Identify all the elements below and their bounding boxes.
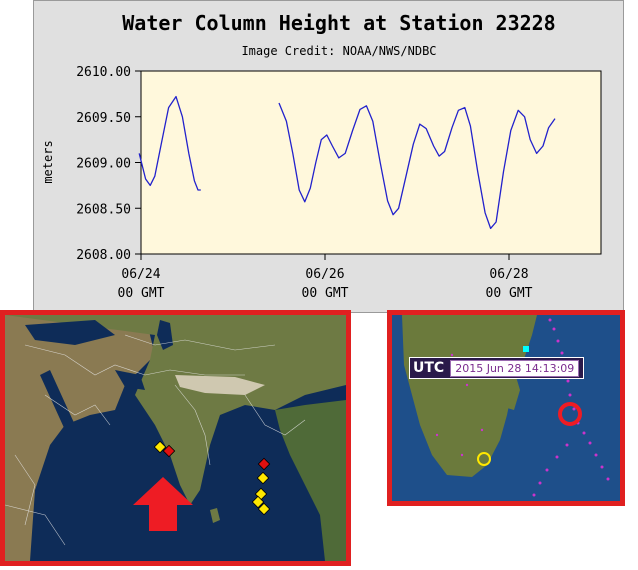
y-tick-label: 2610.00 — [76, 65, 131, 80]
y-tick-label: 2608.00 — [76, 248, 131, 263]
y-axis-label: meters — [41, 140, 55, 183]
y-tick-label: 2609.00 — [76, 157, 131, 172]
x-tick-label: 06/26 — [305, 267, 344, 282]
chart-panel: Water Column Height at Station 23228 Ima… — [33, 0, 624, 313]
marker-yellow-5 — [257, 502, 271, 516]
station-circle-red — [558, 402, 582, 426]
land-asia-north — [5, 315, 346, 505]
y-tick-label: 2608.50 — [76, 202, 131, 217]
marker-red-1 — [162, 444, 176, 458]
plot-area — [140, 70, 602, 255]
y-tick-label: 2609.50 — [76, 111, 131, 126]
marker-yellow-4 — [251, 495, 265, 509]
tsunami-track — [435, 318, 610, 497]
indian-ocean-map — [0, 310, 351, 566]
x-tick-label: 00 GMT — [486, 286, 533, 301]
series-lines — [138, 95, 556, 230]
land-mediterranean — [25, 320, 115, 345]
station-circle-yellow — [477, 452, 491, 466]
utc-label: UTC — [413, 360, 445, 376]
land-southern-africa — [402, 315, 537, 477]
chart-title: Water Column Height at Station 23228 — [122, 11, 555, 35]
marker-yellow-1 — [153, 440, 167, 454]
utc-timestamp-bar: UTC 2015 Jun 28 14:13:09 — [409, 357, 585, 379]
x-tick-label: 06/28 — [489, 267, 528, 282]
land-madagascar — [504, 370, 520, 410]
southern-africa-map-graphic — [392, 315, 620, 501]
water-column-chart: Water Column Height at Station 23228 Ima… — [41, 11, 602, 301]
land-southeast-asia — [275, 400, 346, 561]
x-tick-label: 00 GMT — [118, 286, 165, 301]
land-himalaya — [175, 375, 265, 395]
series-line-segment — [278, 102, 556, 230]
x-tick-group: 06/24 00 GMT 06/26 00 GMT 06/28 00 GMT — [118, 254, 533, 301]
y-tick-group: 2610.00 2609.50 2609.00 2608.50 2608.00 — [76, 65, 141, 263]
x-tick-label: 06/24 — [121, 267, 160, 282]
marker-yellow-2 — [256, 471, 270, 485]
land-red-sea — [40, 370, 75, 430]
southern-africa-map: UTC 2015 Jun 28 14:13:09 — [387, 310, 625, 506]
series-line-segment — [138, 95, 201, 191]
country-borders — [5, 334, 306, 546]
station-markers — [153, 440, 271, 516]
chart-subtitle: Image Credit: NOAA/NWS/NDBC — [241, 44, 436, 58]
station-square-icon — [523, 346, 529, 352]
land-persian-gulf — [115, 370, 145, 390]
red-arrow-icon — [133, 477, 193, 531]
x-tick-label: 00 GMT — [302, 286, 349, 301]
land-sri-lanka — [210, 508, 220, 523]
utc-time: 2015 Jun 28 14:13:09 — [450, 359, 580, 377]
indian-ocean-map-graphic — [5, 315, 346, 561]
marker-red-2 — [257, 457, 271, 471]
